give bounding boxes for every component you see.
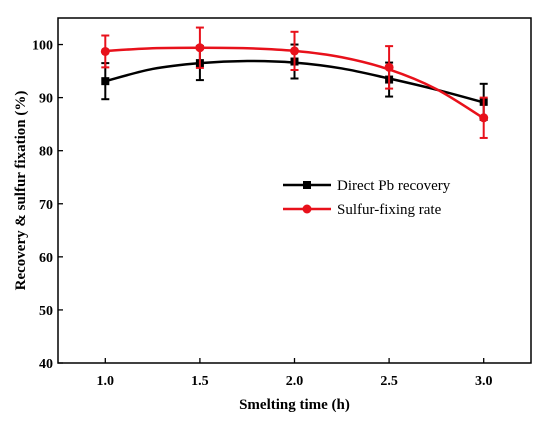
y-tick-label: 60: [39, 251, 53, 266]
legend-marker-direct-pb: [303, 181, 311, 189]
series-sulfur-fixing: [100, 26, 489, 139]
x-tick-label: 1.0: [97, 374, 115, 389]
data-point-sulfur-fixing: [384, 62, 394, 72]
legend-label-sulfur-fixing: Sulfur-fixing rate: [337, 202, 442, 218]
data-point-sulfur-fixing: [290, 46, 299, 56]
legend: Direct Pb recovery Sulfur-fixing rate: [283, 178, 451, 218]
data-point-sulfur-fixing: [195, 43, 205, 53]
legend-marker-sulfur-fixing: [302, 204, 312, 214]
x-axis: 1.0 1.5 2.0 2.5 3.0: [97, 358, 493, 389]
data-point-sulfur-fixing: [100, 46, 110, 56]
y-tick-label: 40: [39, 357, 53, 372]
x-tick-label: 2.5: [380, 374, 398, 389]
y-axis-title: Recovery & sulfur fixation (%): [13, 91, 29, 291]
data-point-direct-pb: [101, 77, 110, 86]
data-point-sulfur-fixing: [479, 113, 489, 123]
y-tick-label: 80: [39, 145, 53, 160]
x-tick-label: 2.0: [286, 374, 304, 389]
x-tick-label: 1.5: [191, 374, 209, 389]
y-tick-label: 90: [39, 92, 53, 107]
y-tick-label: 70: [39, 198, 53, 213]
series-layer: [100, 26, 489, 139]
x-tick-label: 3.0: [475, 374, 493, 389]
y-tick-label: 50: [39, 304, 53, 319]
y-tick-label: 100: [32, 39, 53, 54]
y-axis: 40 50 60 70 80 90 100: [32, 39, 63, 372]
legend-label-direct-pb: Direct Pb recovery: [337, 178, 451, 194]
x-axis-title: Smelting time (h): [239, 397, 350, 413]
